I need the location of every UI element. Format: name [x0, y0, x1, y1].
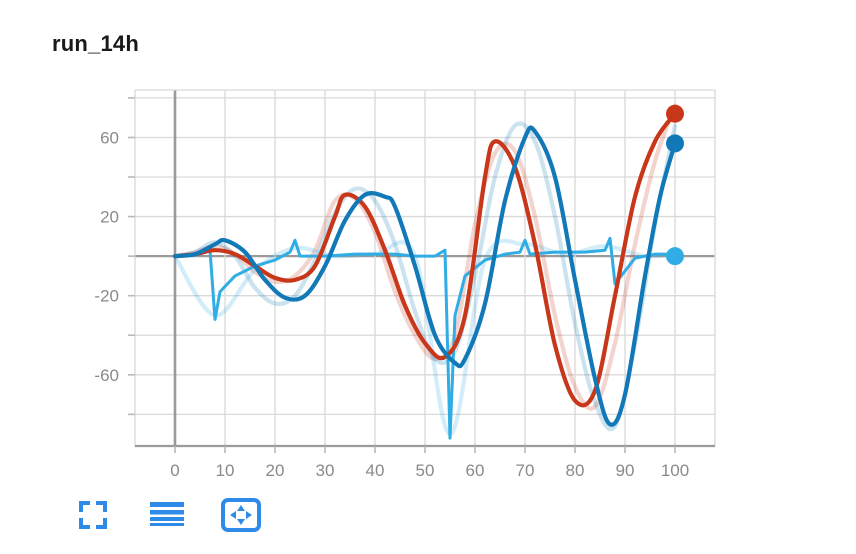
x-tick-label: 10 [216, 461, 235, 480]
series-line-blue-smooth [172, 125, 678, 427]
y-tick-label: -60 [94, 366, 119, 385]
line-chart-svg[interactable]: 0 10 20 30 40 50 60 70 80 90 100 -60 -20 20 60 [0, 60, 760, 480]
x-tick-label: 0 [170, 461, 179, 480]
fullscreen-icon [78, 500, 108, 533]
y-tick-label: 20 [100, 208, 119, 227]
endpoint-marker-blue-smooth[interactable] [666, 134, 684, 153]
endpoint-marker-red-smooth[interactable] [666, 104, 684, 123]
chart-endpoint-markers[interactable] [666, 104, 684, 266]
series-line-red-smooth [172, 111, 678, 408]
x-tick-label: 70 [516, 461, 535, 480]
x-tick-label: 100 [661, 461, 689, 480]
chart-ticks [128, 97, 676, 453]
chart-axis-labels: 0 10 20 30 40 50 60 70 80 90 100 -60 -20 20 60 [94, 128, 689, 480]
series-line-cyan-spiky [173, 236, 677, 440]
chart-plot-area[interactable]: 0 10 20 30 40 50 60 70 80 90 100 -60 -20 20 60 [0, 60, 760, 480]
chart-series [172, 103, 678, 440]
pan-move-icon [221, 497, 261, 535]
y-tick-label: -20 [94, 287, 119, 306]
x-tick-label: 40 [366, 461, 385, 480]
chart-toolbar[interactable] [70, 494, 264, 538]
x-tick-label: 30 [316, 461, 335, 480]
legend-lines-button[interactable] [144, 494, 190, 538]
pan-move-button[interactable] [218, 494, 264, 538]
series-line-blue-raw [172, 121, 678, 432]
x-tick-label: 80 [566, 461, 585, 480]
endpoint-marker-cyan-spiky[interactable] [666, 247, 684, 266]
list-lines-icon [150, 500, 184, 533]
y-tick-label: 60 [100, 128, 119, 147]
x-tick-label: 50 [416, 461, 435, 480]
x-tick-label: 60 [466, 461, 485, 480]
page-title: run_14h [52, 31, 139, 56]
x-tick-label: 90 [616, 461, 635, 480]
x-tick-label: 20 [266, 461, 285, 480]
fullscreen-button[interactable] [70, 494, 116, 538]
